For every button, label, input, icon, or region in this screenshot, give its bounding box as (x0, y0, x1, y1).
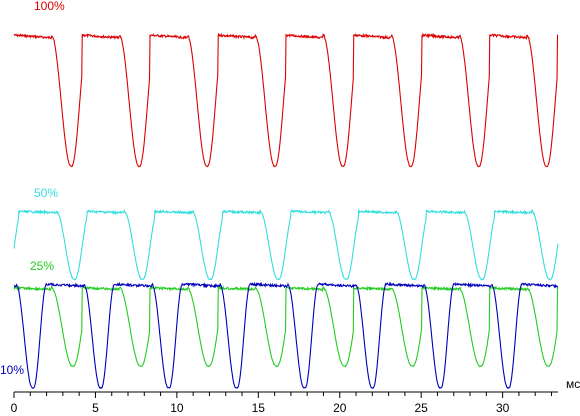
series-label-50pct: 50% (34, 186, 58, 200)
x-tick-label: 10 (170, 401, 184, 415)
series-label-25pct: 25% (30, 259, 54, 273)
series-label-10pct: 10% (0, 363, 24, 377)
x-tick-label: 20 (333, 401, 347, 415)
x-tick-label: 25 (415, 401, 429, 415)
x-axis-unit-label: мс (566, 377, 580, 391)
series-labels: 100% 50% 25% 10% (0, 0, 65, 377)
series-line-50pct (13, 208, 559, 281)
x-tick-label: 5 (92, 401, 99, 415)
series-line-25pct (13, 285, 559, 368)
series-line-10pct (13, 281, 559, 390)
x-axis: 0 5 10 15 20 25 30 мс (11, 377, 580, 415)
x-tick-label: 15 (252, 401, 266, 415)
x-axis-ticks: 0 5 10 15 20 25 30 (11, 392, 552, 415)
x-tick-label: 0 (11, 401, 18, 415)
series-line-100pct (13, 32, 559, 168)
series-label-100pct: 100% (34, 0, 65, 13)
x-tick-label: 30 (496, 401, 510, 415)
traces (13, 32, 559, 390)
